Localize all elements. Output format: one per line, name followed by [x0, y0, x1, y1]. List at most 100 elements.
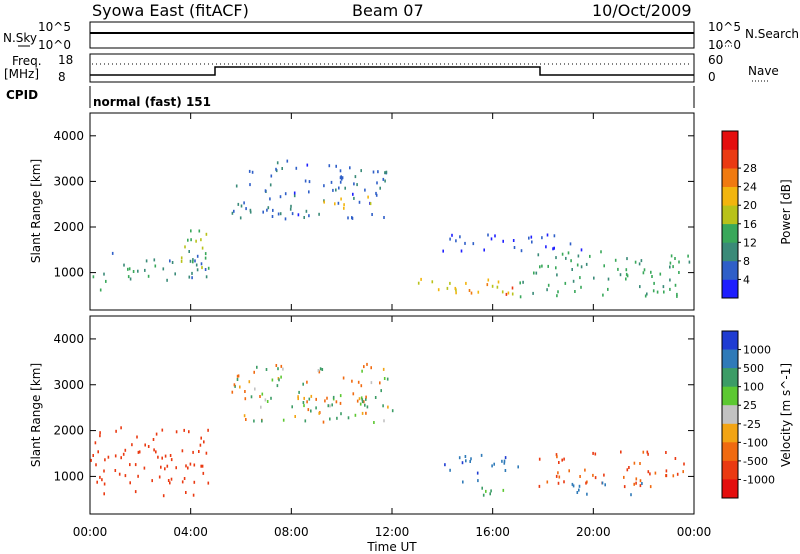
data-cell — [297, 213, 300, 217]
data-cell — [105, 279, 107, 283]
data-cell — [200, 262, 203, 266]
data-cell — [468, 289, 471, 292]
data-cell — [519, 281, 521, 285]
data-cell — [601, 481, 604, 485]
data-cell — [580, 265, 583, 269]
data-cell — [480, 453, 483, 457]
data-cell — [195, 263, 198, 267]
data-cell — [669, 278, 671, 282]
data-cell — [639, 479, 642, 483]
colorbar-tick-label: 1000 — [743, 344, 771, 357]
colorbar-tick-label: 500 — [743, 362, 764, 375]
data-cell — [164, 467, 166, 471]
data-cell — [461, 461, 464, 465]
data-cell — [607, 287, 609, 291]
data-cell — [504, 456, 507, 460]
data-cell — [251, 170, 254, 174]
colorbar-tick-label: 20 — [743, 199, 757, 212]
data-cell — [626, 274, 629, 278]
data-cell — [532, 291, 534, 295]
data-cell — [259, 395, 261, 398]
nsky-tick-low: 10^0 — [38, 38, 71, 52]
data-cell — [294, 415, 296, 418]
data-cell — [272, 208, 274, 212]
data-cell — [175, 466, 177, 470]
data-cell — [585, 262, 588, 266]
data-cell — [340, 175, 342, 179]
colorbar-swatch — [722, 149, 738, 169]
data-cell — [489, 492, 491, 496]
velocity-ylabel: Slant Range [km] — [29, 363, 43, 467]
data-cell — [171, 261, 174, 264]
data-cell — [563, 457, 565, 461]
data-cell — [676, 294, 678, 298]
data-cell — [92, 275, 95, 279]
data-cell — [269, 183, 272, 187]
data-cell — [266, 208, 268, 212]
data-cell — [185, 464, 187, 468]
velocity-y-axis: 1000 2000 3000 4000 — [53, 316, 695, 514]
data-cell — [557, 471, 559, 475]
data-cell — [154, 264, 157, 268]
data-cell — [201, 246, 204, 250]
data-cell — [147, 445, 150, 448]
data-cell — [672, 265, 674, 269]
data-cell — [180, 256, 183, 260]
data-cell — [201, 266, 203, 270]
data-cell — [383, 216, 385, 219]
data-cell — [446, 286, 449, 290]
data-cell — [284, 217, 287, 221]
data-cell — [579, 475, 581, 478]
velocity-panel: 1000 2000 3000 4000 — [53, 315, 695, 515]
data-cell — [315, 397, 317, 401]
data-cell — [556, 455, 558, 459]
data-cell — [491, 284, 494, 288]
data-cell — [459, 235, 461, 239]
data-cell — [592, 451, 594, 455]
data-cell — [270, 396, 272, 400]
data-cell — [339, 180, 342, 184]
data-cell — [322, 420, 325, 424]
data-cell — [351, 216, 354, 220]
data-cell — [340, 412, 342, 416]
data-cell — [555, 453, 558, 457]
data-cell — [275, 364, 278, 367]
data-cell — [310, 409, 312, 413]
data-cell — [642, 271, 645, 275]
data-cell — [431, 280, 434, 284]
data-cell — [124, 474, 127, 478]
data-cell — [293, 194, 296, 198]
data-cell — [191, 271, 193, 275]
data-cell — [437, 288, 440, 292]
colorbar-swatch — [722, 242, 738, 262]
data-cell — [360, 384, 363, 388]
data-cell — [284, 192, 287, 196]
data-cell — [276, 161, 279, 165]
x-tick-label: 00:00 — [73, 525, 108, 539]
data-cell — [564, 281, 567, 285]
data-cell — [365, 395, 367, 399]
data-cell — [157, 455, 159, 459]
colorbar-swatch — [722, 205, 738, 225]
data-cell — [642, 450, 645, 454]
data-cell — [592, 473, 594, 477]
data-cell — [572, 484, 575, 488]
data-cell — [353, 196, 355, 200]
data-cell — [256, 365, 258, 369]
data-cell — [329, 417, 331, 421]
data-cell — [539, 265, 541, 269]
data-cell — [144, 268, 146, 272]
data-cell — [382, 177, 385, 181]
data-cell — [493, 462, 495, 466]
data-cell — [343, 203, 345, 207]
data-cell — [469, 460, 471, 463]
data-cell — [370, 366, 372, 370]
data-cell — [650, 270, 652, 274]
data-cell — [634, 260, 637, 264]
data-cell — [512, 239, 515, 242]
data-cell — [578, 488, 580, 492]
data-cell — [455, 291, 457, 295]
colorbar-swatch — [722, 405, 738, 425]
data-cell — [520, 249, 523, 253]
data-cell — [278, 378, 280, 382]
